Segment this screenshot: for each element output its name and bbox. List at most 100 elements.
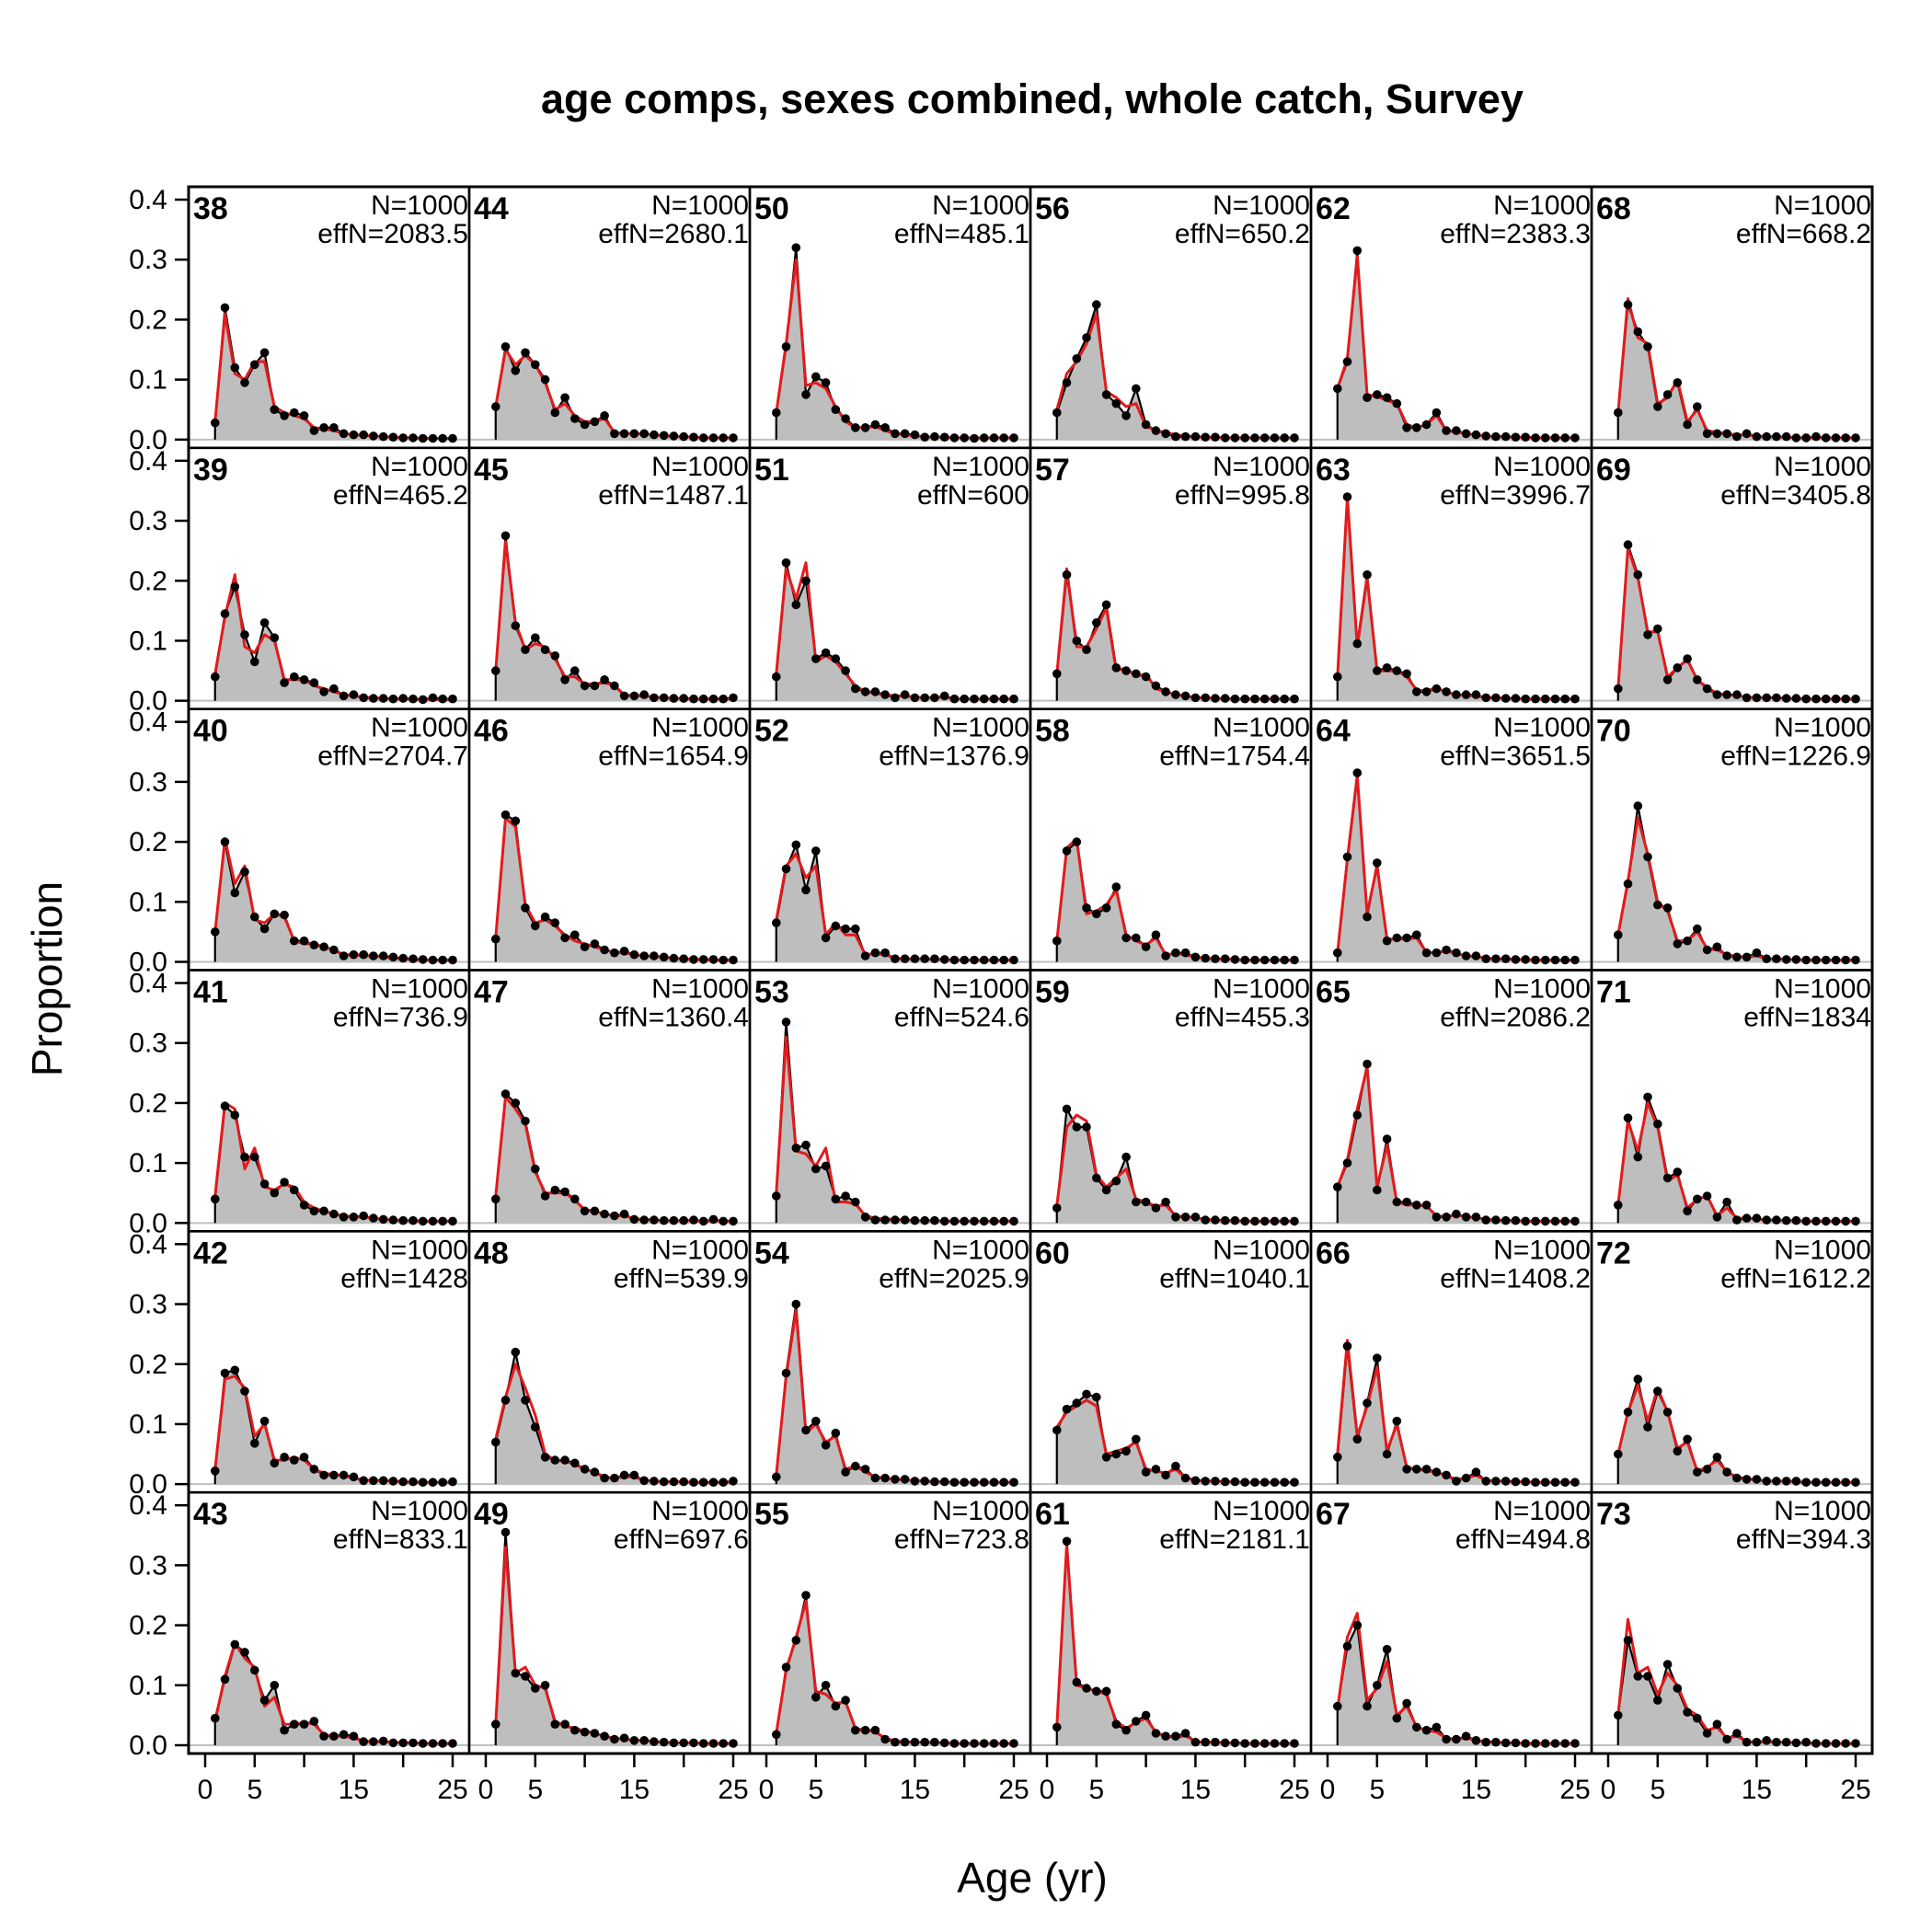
observed-point-age-4 — [521, 1396, 530, 1405]
observed-point-age-23 — [1550, 694, 1560, 704]
observed-point-age-21 — [1531, 1478, 1540, 1487]
observed-point-age-5 — [1653, 1119, 1662, 1129]
observed-point-age-4 — [1643, 1092, 1652, 1102]
observed-point-age-3 — [1633, 801, 1643, 811]
observed-point-age-5 — [1653, 402, 1662, 411]
observed-point-age-6 — [1101, 1185, 1111, 1195]
y-tick-label: 0.0 — [129, 686, 167, 717]
x-tick-label: 25 — [1279, 1775, 1309, 1805]
observed-point-age-12 — [1161, 1197, 1170, 1207]
observed-point-age-13 — [1732, 952, 1742, 962]
observed-point-age-11 — [1712, 942, 1722, 951]
observed-point-age-4 — [801, 390, 811, 399]
observed-point-age-2 — [781, 864, 791, 874]
observed-point-age-24 — [999, 1739, 1008, 1748]
observed-point-age-11 — [870, 420, 880, 430]
observed-point-age-14 — [339, 951, 349, 960]
observed-point-age-16 — [639, 951, 649, 960]
observed-point-age-18 — [1781, 955, 1791, 964]
observed-point-age-6 — [259, 924, 270, 934]
observed-point-age-17 — [1491, 954, 1501, 963]
observed-point-age-18 — [1781, 431, 1791, 442]
observed-point-age-1 — [772, 918, 781, 927]
observed-point-age-19 — [388, 1477, 398, 1486]
observed-point-age-1 — [772, 1472, 781, 1482]
observed-point-age-4 — [1082, 1684, 1091, 1693]
observed-point-age-3 — [230, 362, 240, 373]
observed-point-age-13 — [891, 954, 900, 963]
observed-point-age-11 — [309, 426, 319, 435]
panel-n-label: N=1000 — [371, 1496, 468, 1526]
observed-point-age-23 — [428, 1478, 438, 1487]
observed-point-age-17 — [1211, 954, 1220, 963]
observed-point-age-19 — [1230, 1215, 1240, 1225]
observed-point-age-19 — [1791, 955, 1801, 964]
observed-point-age-6 — [259, 1696, 270, 1705]
observed-point-age-9 — [851, 1197, 860, 1207]
observed-point-age-12 — [1161, 1731, 1170, 1741]
observed-point-age-24 — [1280, 955, 1289, 965]
observed-point-age-16 — [359, 1476, 369, 1486]
observed-point-age-5 — [250, 1665, 259, 1675]
observed-point-age-14 — [1742, 429, 1752, 439]
x-tick-label: 0 — [198, 1775, 213, 1805]
observed-point-age-9 — [1412, 423, 1421, 432]
observed-point-age-21 — [970, 1216, 979, 1226]
observed-point-age-14 — [1461, 1473, 1471, 1483]
observed-point-age-24 — [1560, 955, 1570, 965]
panel-year-label: 57 — [1035, 453, 1070, 488]
observed-point-age-22 — [1259, 955, 1270, 965]
panel-year-label: 58 — [1035, 714, 1070, 749]
observed-point-age-10 — [1141, 420, 1151, 430]
observed-point-age-25 — [1851, 433, 1860, 443]
observed-point-age-10 — [860, 1465, 870, 1474]
observed-point-age-3 — [1633, 327, 1643, 337]
observed-point-age-10 — [580, 1206, 590, 1216]
observed-point-age-20 — [960, 694, 969, 704]
observed-point-age-3 — [230, 1639, 240, 1650]
observed-point-age-8 — [1121, 666, 1131, 675]
observed-point-age-22 — [1540, 955, 1550, 965]
observed-point-age-17 — [930, 1477, 939, 1487]
observed-point-age-15 — [349, 1213, 359, 1222]
observed-point-age-11 — [870, 1473, 880, 1483]
observed-point-age-13 — [610, 1473, 619, 1483]
observed-point-age-5 — [250, 657, 259, 667]
observed-point-age-16 — [639, 1476, 649, 1486]
observed-point-age-1 — [1333, 1182, 1342, 1191]
observed-point-age-12 — [600, 1209, 609, 1219]
observed-point-age-17 — [369, 1476, 378, 1486]
observed-point-age-13 — [1732, 1215, 1742, 1225]
observed-point-age-4 — [1082, 1389, 1091, 1399]
observed-point-age-12 — [1722, 1467, 1731, 1477]
observed-point-age-20 — [398, 1215, 408, 1225]
observed-point-age-9 — [1693, 402, 1702, 411]
observed-point-age-18 — [1220, 694, 1230, 703]
observed-point-age-17 — [369, 694, 378, 703]
observed-point-age-8 — [560, 1187, 569, 1197]
observed-point-age-17 — [1491, 1737, 1501, 1747]
observed-point-age-18 — [378, 951, 388, 960]
observed-point-age-4 — [521, 903, 530, 913]
observed-point-age-1 — [491, 402, 500, 411]
observed-point-age-6 — [1662, 1173, 1673, 1183]
observed-point-age-5 — [1373, 666, 1382, 675]
observed-point-age-11 — [1432, 1213, 1442, 1222]
observed-point-age-21 — [970, 433, 979, 443]
observed-point-age-24 — [438, 694, 448, 704]
observed-area-59 — [1056, 1109, 1294, 1224]
observed-point-age-9 — [851, 423, 860, 432]
observed-point-age-13 — [610, 681, 619, 691]
observed-point-age-1 — [491, 934, 500, 944]
observed-point-age-24 — [1841, 433, 1850, 443]
observed-point-age-5 — [531, 921, 540, 931]
panel-n-label: N=1000 — [1774, 713, 1871, 743]
observed-point-age-10 — [299, 1719, 309, 1729]
observed-point-age-1 — [211, 927, 220, 937]
observed-point-age-23 — [428, 693, 438, 703]
observed-point-age-20 — [679, 954, 688, 963]
